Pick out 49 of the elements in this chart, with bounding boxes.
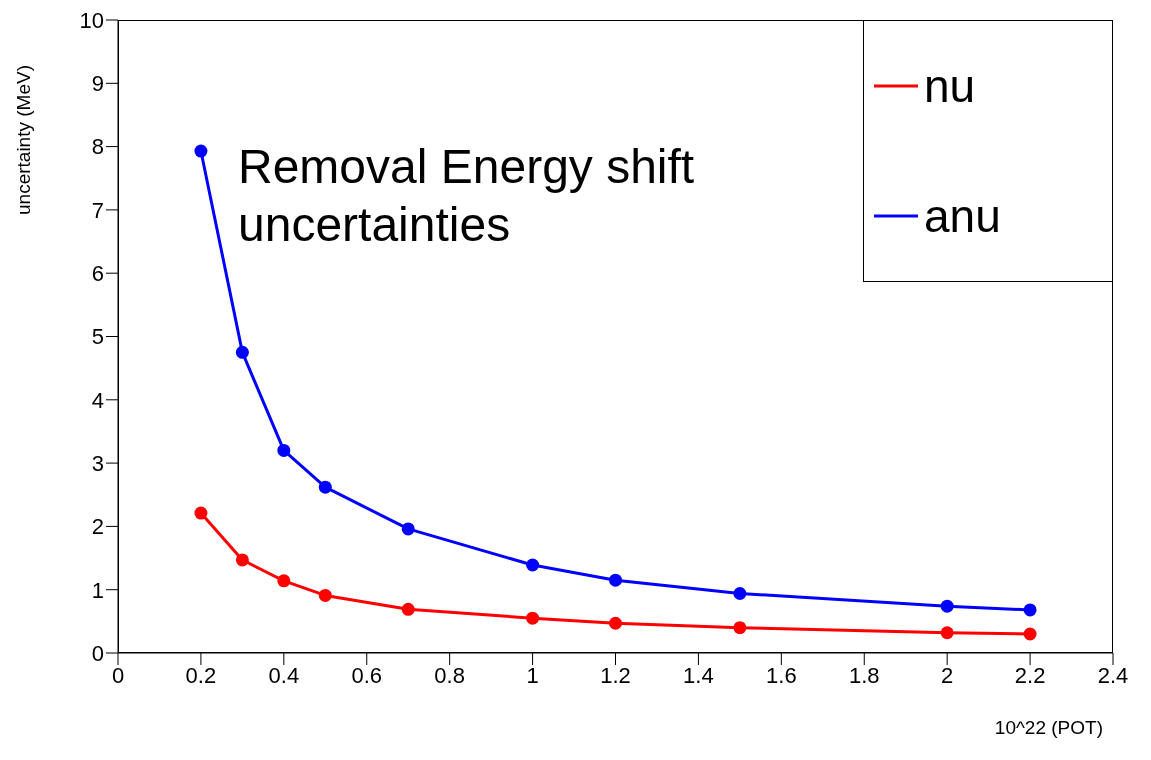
- x-tick-label: 1.8: [848, 662, 880, 688]
- x-tick-label: 1: [526, 662, 539, 688]
- point: [1023, 627, 1037, 641]
- point: [194, 144, 208, 158]
- point: [318, 588, 332, 602]
- point: [401, 602, 415, 616]
- point: [940, 599, 954, 613]
- point: [235, 553, 249, 567]
- x-tick-label: 0.6: [351, 662, 383, 688]
- legend-label: nu: [924, 59, 976, 113]
- y-tick-label: 3: [91, 450, 104, 476]
- point: [609, 573, 622, 587]
- point: [235, 345, 249, 359]
- annotation: Removal Energy shift uncertainties: [238, 139, 696, 253]
- x-tick-label: 0.4: [268, 662, 300, 688]
- y-tick-label: 8: [91, 134, 104, 160]
- x-tick-label: 2.2: [1014, 662, 1046, 688]
- point: [318, 480, 332, 494]
- y-tick-label: 9: [91, 71, 104, 97]
- point: [1023, 603, 1037, 617]
- point: [940, 626, 954, 640]
- point: [277, 443, 291, 457]
- x-tick-label: 1.6: [766, 662, 797, 688]
- y-tick-label: 10: [79, 7, 104, 33]
- x-tick-label: 2: [941, 662, 954, 688]
- point: [526, 611, 540, 625]
- point: [733, 621, 747, 635]
- point: [401, 522, 415, 536]
- y-tick-label: 4: [91, 387, 104, 413]
- x-tick-label: 0.2: [185, 662, 217, 688]
- x-tick-label: 1.2: [600, 662, 631, 688]
- point: [194, 506, 208, 520]
- x-tick-label: 1.4: [683, 662, 714, 688]
- y-tick-label: 5: [91, 324, 104, 350]
- y-tick-label: 0: [91, 640, 104, 666]
- x-tick-label: 0.8: [434, 662, 465, 688]
- point: [733, 587, 747, 600]
- legend-label: anu: [924, 189, 1001, 243]
- point: [526, 558, 540, 572]
- y-tick-label: 2: [91, 514, 104, 540]
- y-axis-title: uncertainty (MeV): [13, 65, 35, 215]
- x-tick-label: 0: [111, 662, 125, 688]
- y-tick-label: 1: [91, 577, 104, 603]
- y-tick-label: 7: [91, 197, 104, 223]
- x-tick-label: 2.4: [1097, 662, 1129, 688]
- point: [277, 574, 291, 588]
- point: [609, 616, 622, 630]
- y-tick-label: 6: [91, 261, 104, 287]
- x-axis-title: 10^22 (POT): [994, 717, 1103, 739]
